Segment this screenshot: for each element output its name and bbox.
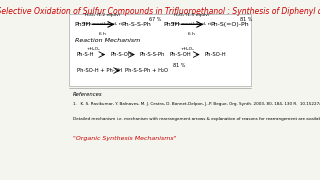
Text: Ph-S-S-Ph: Ph-S-S-Ph: [140, 52, 165, 57]
Text: "Organic Synthesis Mechanisms": "Organic Synthesis Mechanisms": [73, 136, 177, 141]
Text: Detailed mechanism i.e. mechanism with rearrangement arrows & explanation of rea: Detailed mechanism i.e. mechanism with r…: [73, 117, 320, 121]
Text: Ph-S-OH: Ph-S-OH: [169, 52, 191, 57]
Text: Ph-S-S-Ph + H₂O: Ph-S-S-Ph + H₂O: [125, 68, 168, 73]
Text: Ph-S-OH: Ph-S-OH: [110, 52, 132, 57]
Text: 81 %: 81 %: [240, 17, 252, 22]
Bar: [69, 14, 251, 86]
Text: References: References: [73, 92, 103, 97]
Text: Mild & Selective Oxidation of Sulfur Compounds in Trifluoroethanol : Synthesis o: Mild & Selective Oxidation of Sulfur Com…: [0, 7, 320, 16]
Text: 6 h: 6 h: [188, 31, 195, 35]
Text: Trifluoroethanol, rt: Trifluoroethanol, rt: [171, 22, 212, 26]
Text: +H₂O₂: +H₂O₂: [86, 47, 100, 51]
Text: +H₂O₂: +H₂O₂: [181, 47, 195, 51]
Text: Trifluoroethanol, rt: Trifluoroethanol, rt: [83, 22, 123, 26]
Text: H₂O₂ (1.5 equiv): H₂O₂ (1.5 equiv): [174, 13, 209, 17]
Text: 1.   K. S. Ravikumar, Y. Balnaves, M. J. Cestra, D. Bonnet-Delpon, J.-P. Begue, : 1. K. S. Ravikumar, Y. Balnaves, M. J. C…: [73, 102, 320, 106]
Text: Ph-SO-H: Ph-SO-H: [204, 52, 226, 57]
Text: Ph-S(=O)-Ph: Ph-S(=O)-Ph: [210, 22, 249, 27]
Text: 81 %: 81 %: [173, 63, 185, 68]
Text: PhSH: PhSH: [164, 22, 180, 27]
Text: H₂O₂ (1.2 equiv): H₂O₂ (1.2 equiv): [85, 13, 120, 17]
Text: Ph-S-H: Ph-S-H: [77, 52, 94, 57]
Text: 6 h: 6 h: [99, 31, 106, 35]
Text: Ph-SO-H + Ph-SH: Ph-SO-H + Ph-SH: [77, 68, 122, 73]
Text: 67 %: 67 %: [149, 17, 161, 22]
Text: Ph-S-S-Ph: Ph-S-S-Ph: [121, 22, 151, 27]
Text: Reaction Mechanism: Reaction Mechanism: [75, 38, 140, 43]
Text: PhSH: PhSH: [75, 22, 91, 27]
